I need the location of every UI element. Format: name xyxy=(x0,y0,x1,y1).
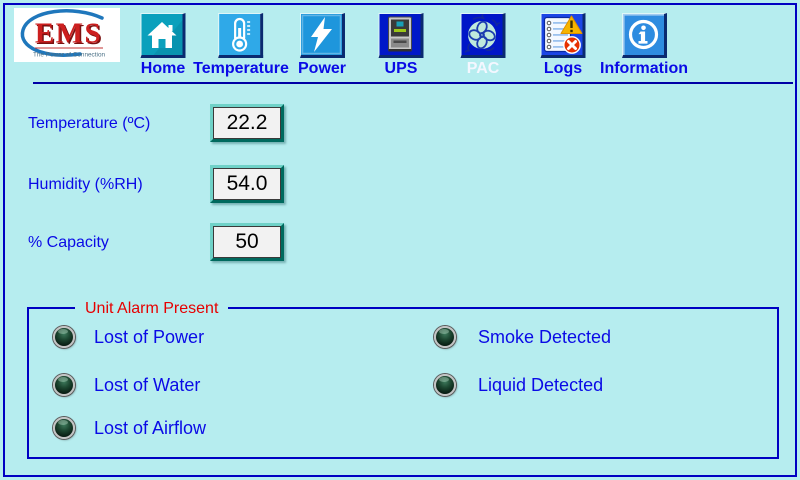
tab-ups[interactable]: UPS xyxy=(378,13,424,77)
tab-ups-label: UPS xyxy=(384,60,418,77)
ups-icon xyxy=(378,13,424,58)
ems-logo-graphic: EMS EMS The Power of Connection xyxy=(20,9,106,59)
capacity-value: 50 xyxy=(235,230,259,253)
power-icon xyxy=(299,13,345,58)
capacity-label: % Capacity xyxy=(28,234,109,251)
temperature-value: 22.2 xyxy=(226,111,268,134)
humidity-label: Humidity (%RH) xyxy=(28,176,143,193)
alarm-label: Smoke Detected xyxy=(478,327,612,347)
tab-power-label: Power xyxy=(297,60,347,77)
alarm-lost-of-airflow: Lost of Airflow xyxy=(53,417,206,439)
temperature-value-box: 22.2 xyxy=(210,104,284,142)
pac-fan-icon xyxy=(460,13,506,58)
alarm-label: Lost of Water xyxy=(94,375,201,395)
tab-logs[interactable]: Logs xyxy=(540,13,586,77)
humidity-value-box: 54.0 xyxy=(210,165,284,203)
alarm-lost-of-water: Lost of Water xyxy=(53,374,200,396)
tab-information[interactable]: Information xyxy=(600,13,688,77)
alarm-label: Liquid Detected xyxy=(478,375,604,395)
tab-temperature-label: Temperature xyxy=(193,60,289,77)
ems-logo-title: EMS xyxy=(35,18,102,50)
alarm-label: Lost of Power xyxy=(94,327,205,347)
led-indicator xyxy=(53,374,75,396)
tab-home[interactable]: Home xyxy=(140,13,186,77)
tab-power[interactable]: Power xyxy=(298,13,346,77)
humidity-value: 54.0 xyxy=(226,172,268,195)
logs-icon xyxy=(540,13,586,58)
alarm-lost-of-power: Lost of Power xyxy=(53,326,204,348)
home-icon xyxy=(140,13,186,58)
tab-information-label: Information xyxy=(600,60,688,77)
temperature-icon xyxy=(218,13,264,58)
alarm-label: Lost of Airflow xyxy=(94,418,207,438)
tab-pac-label: PAC xyxy=(466,60,500,77)
unit-alarm-panel-title: Unit Alarm Present xyxy=(75,299,229,318)
led-indicator xyxy=(434,374,456,396)
tab-logs-label: Logs xyxy=(543,60,583,77)
temperature-label: Temperature (ºC) xyxy=(28,115,151,132)
ems-logo-title-shadow: EMS xyxy=(36,19,103,51)
tab-home-label: Home xyxy=(140,60,186,77)
information-icon xyxy=(621,13,667,58)
alarm-liquid-detected: Liquid Detected xyxy=(434,374,603,396)
led-indicator xyxy=(434,326,456,348)
led-indicator xyxy=(53,417,75,439)
tab-pac[interactable]: PAC xyxy=(460,13,506,77)
unit-alarm-panel: Unit Alarm Present Lost of Power Lost of… xyxy=(27,299,779,459)
tab-temperature[interactable]: Temperature xyxy=(193,13,289,77)
ems-logo: EMS EMS The Power of Connection xyxy=(14,8,120,62)
toolbar-separator xyxy=(33,82,793,84)
led-indicator xyxy=(53,326,75,348)
capacity-value-box: 50 xyxy=(210,223,284,261)
alarm-smoke-detected: Smoke Detected xyxy=(434,326,611,348)
ems-logo-tagline: The Power of Connection xyxy=(33,52,106,59)
